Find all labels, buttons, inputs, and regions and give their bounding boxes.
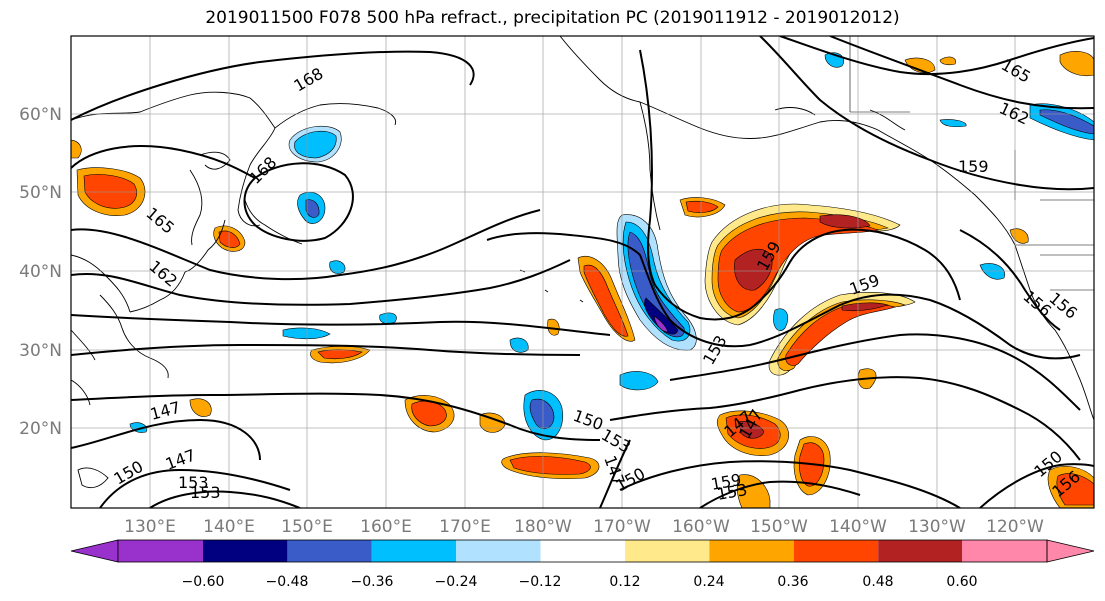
lon-label: 160°E [360, 517, 412, 537]
colorbar-tick-label: −0.36 [351, 574, 394, 590]
lon-label: 150°W [750, 517, 808, 537]
lon-label: 180°W [514, 517, 572, 537]
lat-label: 50°N [19, 183, 62, 203]
colorbar-tick-label: 0.24 [693, 574, 724, 590]
precip-positive-fields [71, 51, 1094, 508]
plot-frame [70, 35, 1095, 509]
colorbar-segment [118, 540, 203, 562]
lon-label: 130°E [124, 517, 176, 537]
lon-label: 140°E [203, 517, 255, 537]
colorbar-tick-labels: −0.60 −0.48 −0.36 −0.24 −0.12 0.12 0.24 … [182, 574, 978, 590]
lon-label: 140°W [829, 517, 887, 537]
lat-label: 60°N [19, 105, 62, 125]
map-plot-area: 168 168 165 162 165 162 159 159 159 156 … [71, 36, 1094, 508]
lon-label: 120°W [986, 517, 1044, 537]
colorbar-tick-label: 0.36 [777, 574, 808, 590]
lat-label: 20°N [19, 419, 62, 439]
colorbar-extend-min [70, 539, 119, 563]
lon-label: 170°W [593, 517, 651, 537]
colorbar-tick-label: 0.48 [862, 574, 893, 590]
latitude-labels: 60°N 50°N 40°N 30°N 20°N [19, 105, 62, 439]
lon-label: 130°W [908, 517, 966, 537]
graticule [71, 36, 1094, 508]
colorbar-segment [287, 540, 372, 562]
colorbar-outline [117, 539, 1048, 563]
colorbar [70, 539, 1095, 563]
lon-label: 170°E [439, 517, 491, 537]
lon-label: 150°E [281, 517, 333, 537]
coastlines [71, 36, 1094, 489]
refractivity-contours [71, 36, 1094, 508]
colorbar-segment [878, 540, 963, 562]
colorbar-segment [709, 540, 794, 562]
colorbar-segment [371, 540, 457, 562]
map-title: 2019011500 F078 500 hPa refract., precip… [205, 8, 900, 28]
contour-label: 159 [958, 157, 989, 176]
lon-label: 160°W [672, 517, 730, 537]
lat-label: 40°N [19, 262, 62, 282]
longitude-labels: 130°E 140°E 150°E 160°E 170°E 180°W 170°… [124, 517, 1044, 537]
colorbar-segment [625, 540, 710, 562]
colorbar-tick-label: 0.12 [609, 574, 640, 590]
colorbar-tick-label: −0.24 [435, 574, 478, 590]
colorbar-segment [793, 540, 879, 562]
contour-label: 153 [190, 483, 221, 502]
colorbar-segment [962, 540, 1047, 562]
colorbar-extend-max [1046, 539, 1095, 563]
lat-label: 30°N [19, 341, 62, 361]
colorbar-segment [540, 540, 625, 562]
colorbar-tick-label: −0.60 [182, 574, 225, 590]
contour-label: 153 [178, 473, 209, 492]
colorbar-segment [203, 540, 288, 562]
colorbar-tick-label: −0.12 [519, 574, 562, 590]
colorbar-tick-label: −0.48 [266, 574, 309, 590]
colorbar-segment [456, 540, 541, 562]
colorbar-tick-label: 0.60 [946, 574, 977, 590]
